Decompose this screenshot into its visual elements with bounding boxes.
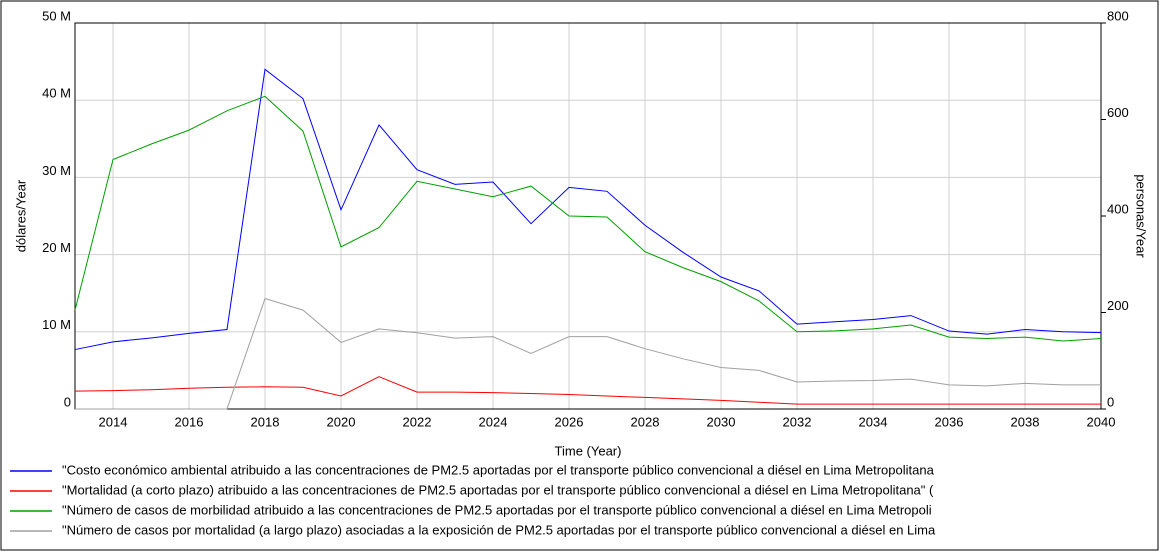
x-tick-label: 2040 bbox=[1087, 414, 1116, 429]
y2-tick-label: 200 bbox=[1107, 298, 1129, 313]
x-tick-label: 2024 bbox=[479, 414, 508, 429]
plot-area bbox=[74, 22, 1102, 410]
y-tick-label: 20 M bbox=[42, 240, 71, 255]
y2-axis-label: personas/Year bbox=[1134, 174, 1149, 258]
x-tick-label: 2022 bbox=[403, 414, 432, 429]
y-axis-label: dólares/Year bbox=[13, 179, 28, 252]
x-tick-label: 2020 bbox=[327, 414, 356, 429]
y2-tick-label: 400 bbox=[1107, 201, 1129, 216]
series-line bbox=[74, 95, 1102, 342]
x-tick-label: 2026 bbox=[555, 414, 584, 429]
x-tick-label: 2036 bbox=[935, 414, 964, 429]
x-tick-label: 2028 bbox=[631, 414, 660, 429]
y-tick-label: 50 M bbox=[42, 8, 71, 23]
x-tick-label: 2038 bbox=[1011, 414, 1040, 429]
y2-tick-label: 600 bbox=[1107, 105, 1129, 120]
series-line bbox=[74, 68, 1102, 351]
y2-tick-label: 0 bbox=[1107, 394, 1114, 409]
y2-tick-label: 800 bbox=[1107, 8, 1129, 23]
series-line bbox=[75, 297, 1101, 410]
legend-label: "Número de casos por mortalidad (a largo… bbox=[62, 522, 936, 537]
x-tick-label: 2034 bbox=[859, 414, 888, 429]
legend-label: "Costo económico ambiental atribuido a l… bbox=[62, 462, 935, 477]
series-line bbox=[74, 376, 1101, 405]
x-tick-label: 2018 bbox=[251, 414, 280, 429]
y-tick-label: 40 M bbox=[42, 86, 71, 101]
y-tick-label: 30 M bbox=[42, 163, 71, 178]
x-tick-label: 2014 bbox=[99, 414, 128, 429]
x-axis-label: Time (Year) bbox=[555, 443, 622, 458]
legend-label: "Número de casos de morbilidad atribuido… bbox=[62, 502, 932, 517]
legend-label: "Mortalidad (a corto plazo) atribuido a … bbox=[62, 482, 934, 497]
x-tick-label: 2030 bbox=[707, 414, 736, 429]
y-tick-label: 0 bbox=[64, 394, 71, 409]
y-tick-label: 10 M bbox=[42, 317, 71, 332]
x-tick-label: 2016 bbox=[175, 414, 204, 429]
x-tick-label: 2032 bbox=[783, 414, 812, 429]
